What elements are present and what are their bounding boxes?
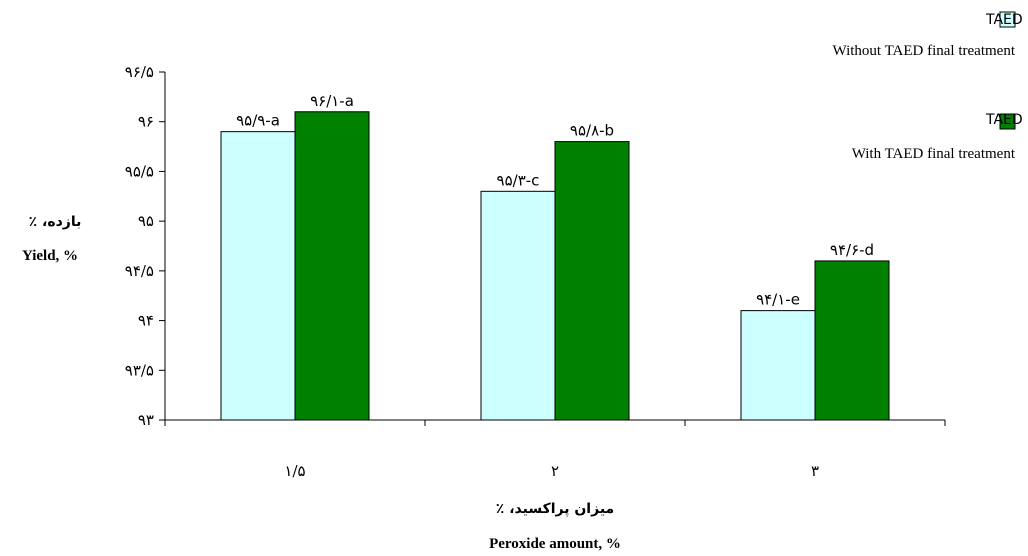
legend: رنگ‌بری بدون تیمار انتهایی TAED Without T…	[833, 11, 1028, 162]
y-tick-label: ۹۵/۵	[125, 162, 154, 180]
x-axis-label-en: Peroxide amount, %	[489, 536, 621, 552]
bar	[740, 310, 816, 421]
bar	[480, 190, 556, 421]
legend-label-en: Without TAED final treatment	[833, 43, 1016, 59]
y-tick-label: ۹۴/۵	[125, 262, 154, 280]
y-tick-label: ۹۵	[138, 212, 154, 230]
axis-labels: بازده، ٪ Yield, % میزان پراکسید، ٪ Perox…	[22, 214, 621, 552]
legend-swatch	[999, 11, 1016, 28]
y-tick-label: ۹۳/۵	[125, 361, 154, 379]
data-label: ۹۵/۸-b	[570, 122, 614, 140]
data-label: ۹۴/۱-e	[756, 291, 800, 309]
bar	[220, 131, 296, 421]
data-label: ۹۴/۶-d	[830, 241, 874, 259]
data-label: ۹۵/۹-a	[236, 112, 280, 130]
y-tick-label: ۹۶	[138, 113, 154, 131]
y-axis-label-en: Yield, %	[22, 248, 78, 264]
legend-label-en: With TAED final treatment	[852, 146, 1016, 162]
x-tick-label: ۲	[551, 462, 559, 480]
y-axis-label-fa: بازده، ٪	[29, 214, 82, 230]
bar	[294, 111, 370, 421]
plot-area: ۹۳ ۹۳/۵ ۹۴ ۹۴/۵ ۹۵ ۹۵/۵ ۹۶ ۹۶/۵ ۱/۵ ۲ ۳ ۹۵/۹-a ۹۵/۳-…	[125, 63, 946, 480]
data-label: ۹۵/۳-c	[497, 171, 540, 189]
data-label: ۹۶/۱-a	[310, 92, 354, 110]
x-axis-label-fa: میزان پراکسید، ٪	[496, 501, 614, 517]
bar	[554, 141, 630, 421]
legend-swatch	[999, 113, 1016, 130]
x-tick-label: ۱/۵	[284, 462, 305, 480]
x-tick-label: ۳	[811, 462, 819, 480]
y-tick-label: ۹۳	[138, 411, 154, 429]
y-tick-label: ۹۶/۵	[125, 63, 154, 81]
legend-label-fa: رنگ‌بری با تیمار انتهایی TAED	[985, 111, 1028, 128]
bar	[814, 260, 890, 421]
legend-label-fa: رنگ‌بری بدون تیمار انتهایی TAED	[985, 11, 1028, 28]
y-tick-label: ۹۴	[138, 312, 154, 330]
